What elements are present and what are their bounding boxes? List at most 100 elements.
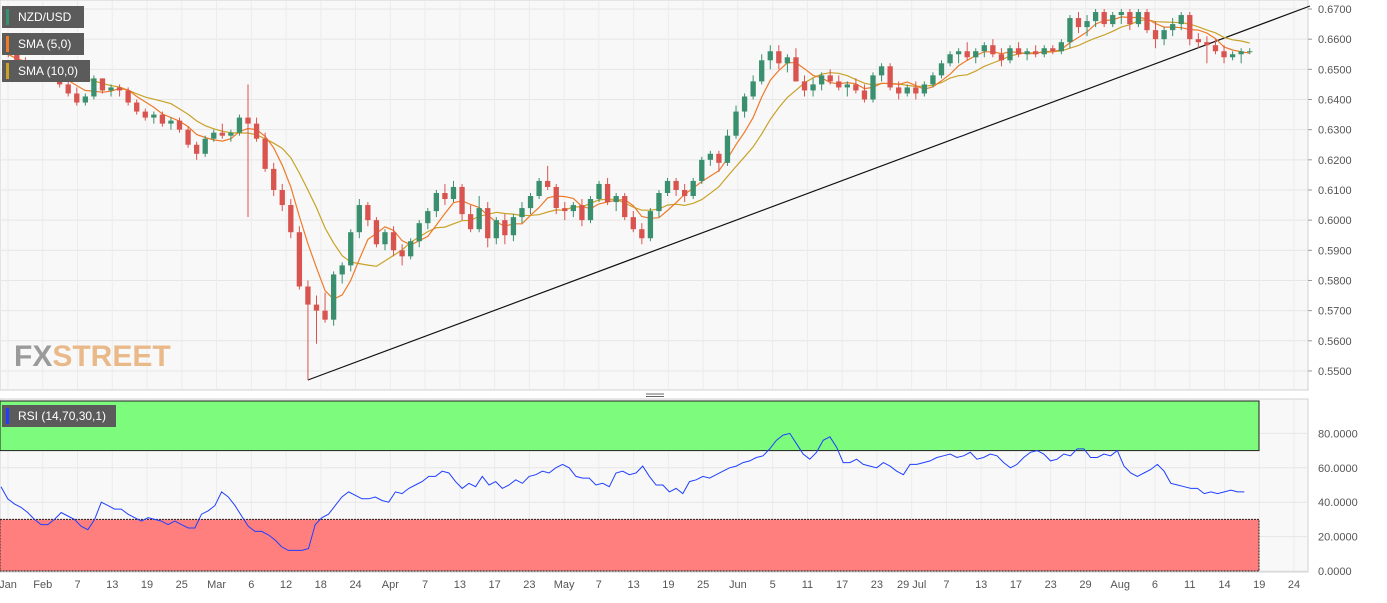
candle xyxy=(1058,39,1065,55)
candle-body xyxy=(844,84,850,88)
candle xyxy=(1084,15,1090,37)
candle xyxy=(681,183,688,203)
candle xyxy=(536,177,542,200)
candle xyxy=(639,223,645,245)
main-y-tick-label: 0.6500 xyxy=(1318,64,1352,76)
rsi-line xyxy=(0,432,1245,551)
candle-body xyxy=(236,117,243,133)
candle-body xyxy=(964,51,970,58)
candle xyxy=(1247,48,1253,55)
legend-rsi[interactable]: RSI (14,70,30,1) xyxy=(2,405,116,427)
candle-body xyxy=(664,180,671,193)
x-tick-label: Jan xyxy=(0,579,17,591)
candle xyxy=(1067,15,1073,49)
candle xyxy=(74,87,80,106)
candle-body xyxy=(990,45,996,55)
candle xyxy=(759,54,765,85)
candle xyxy=(330,271,337,326)
candle-body xyxy=(348,232,354,266)
candle-body xyxy=(681,189,688,197)
candle-body xyxy=(921,84,928,94)
candle-body xyxy=(527,196,534,209)
candle xyxy=(467,205,474,233)
candle-body xyxy=(519,208,525,218)
legend-sma5-label: SMA (5,0) xyxy=(18,37,72,51)
candle-body xyxy=(579,205,585,221)
candle-body xyxy=(245,117,251,124)
candle xyxy=(562,202,568,221)
candle xyxy=(870,72,876,103)
candle-body xyxy=(408,241,414,257)
x-tick-label: 6 xyxy=(1152,579,1158,591)
x-tick-label: Mar xyxy=(207,579,226,591)
candle xyxy=(801,75,808,97)
candle-body xyxy=(442,193,448,200)
candle xyxy=(442,183,448,206)
candle-body xyxy=(1135,12,1142,25)
fxstreet-watermark: FXSTREET xyxy=(14,340,171,374)
legend-sma10-label: SMA (10,0) xyxy=(18,64,79,78)
candle xyxy=(1170,18,1176,37)
candle xyxy=(973,48,979,64)
candle xyxy=(613,193,619,212)
candle xyxy=(185,126,191,148)
candle xyxy=(861,84,868,103)
candle xyxy=(1015,42,1022,58)
candle-body xyxy=(1058,42,1065,52)
candle-body xyxy=(896,87,902,94)
candle xyxy=(245,84,251,218)
legend-pair[interactable]: NZD/USD xyxy=(2,6,84,28)
candle-body xyxy=(159,114,166,124)
legend-sma10[interactable]: SMA (10,0) xyxy=(2,60,90,82)
candle-body xyxy=(1024,51,1030,55)
candle xyxy=(587,196,594,224)
candle xyxy=(1092,9,1099,28)
candle-body xyxy=(553,186,559,209)
x-tick-label: 23 xyxy=(523,579,535,591)
candle-body xyxy=(253,123,260,139)
candle-body xyxy=(827,75,833,82)
candle-body xyxy=(793,57,799,82)
panel-resize-handle[interactable] xyxy=(646,393,664,397)
rsi-y-tick-label: 40.0000 xyxy=(1318,497,1358,509)
x-tick-label: 25 xyxy=(176,579,188,591)
legend-rsi-label: RSI (14,70,30,1) xyxy=(18,409,107,423)
candle-body xyxy=(1084,21,1090,28)
candle-body xyxy=(1015,48,1022,55)
candle-body xyxy=(365,205,371,221)
candle-body xyxy=(91,78,97,97)
candle-body xyxy=(1178,15,1184,25)
candle xyxy=(305,280,311,380)
candle xyxy=(930,72,936,88)
trendline-layer xyxy=(307,5,1311,381)
candle xyxy=(1033,45,1039,58)
candle-body xyxy=(510,217,517,236)
candle-body xyxy=(767,51,773,61)
candle-body xyxy=(1033,51,1039,55)
candle xyxy=(810,78,816,97)
candle xyxy=(784,54,791,73)
x-tick-label: 6 xyxy=(248,579,254,591)
candle xyxy=(450,180,457,203)
candle-body xyxy=(1118,12,1124,16)
candle xyxy=(271,162,277,197)
candle xyxy=(673,177,679,197)
x-tick-label: 7 xyxy=(422,579,428,591)
candle xyxy=(998,48,1005,67)
candle xyxy=(664,177,671,197)
candle xyxy=(433,189,440,218)
candle xyxy=(553,183,559,215)
candle xyxy=(485,202,491,248)
legend-sma5[interactable]: SMA (5,0) xyxy=(2,33,84,55)
candle-body xyxy=(459,186,465,215)
candle xyxy=(322,292,328,323)
candle-body xyxy=(938,63,945,76)
candle-body xyxy=(82,96,88,103)
candle xyxy=(1050,45,1056,55)
candle xyxy=(887,63,893,91)
overbought-zone xyxy=(0,400,1260,452)
candle-body xyxy=(587,199,594,221)
candle xyxy=(690,177,696,200)
candle-body xyxy=(622,196,628,218)
